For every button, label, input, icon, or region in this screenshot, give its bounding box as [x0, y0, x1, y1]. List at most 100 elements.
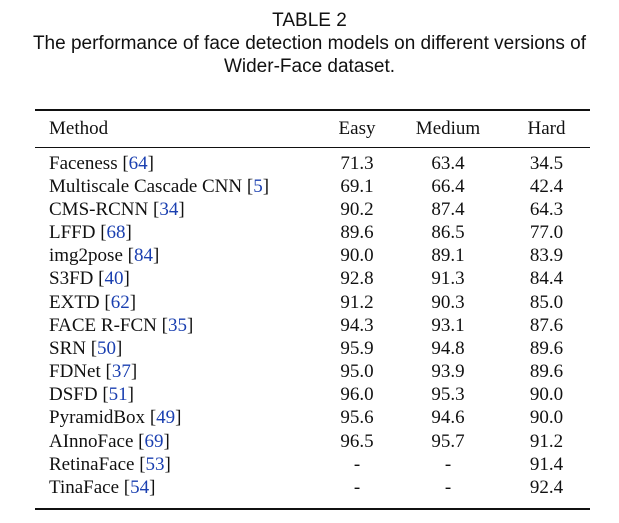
header-easy: Easy [338, 117, 376, 139]
hard-cell: 90.0 [529, 407, 564, 429]
method-name: LFFD [49, 221, 96, 243]
medium-cell: 63.4 [431, 153, 465, 174]
table-row: Multiscale Cascade CNN [5] 69.1 66.4 42.4 [35, 175, 590, 198]
easy-cell: 95.0 [340, 361, 374, 383]
medium-cell: 87.4 [431, 198, 465, 220]
medium-cell: 66.4 [431, 175, 465, 197]
citation-link[interactable]: 49 [156, 407, 176, 429]
table-row: Faceness [64] 71.3 63.4 34.5 [35, 147, 590, 175]
medium-cell: 93.9 [431, 361, 465, 383]
results-table: Method Easy Medium Hard Faceness [64] 71.… [35, 110, 590, 500]
table-row: FACE R-FCN [35] 94.3 93.1 87.6 [35, 314, 590, 337]
medium-cell: 95.3 [431, 384, 465, 406]
method-cell: Faceness [64] [49, 153, 154, 174]
citation-link[interactable]: 64 [128, 153, 148, 174]
table-row: SRN [50] 95.9 94.8 89.6 [35, 337, 590, 360]
citation-link[interactable]: 62 [110, 291, 130, 313]
bottom-rule [35, 508, 590, 510]
hard-cell: 91.4 [529, 453, 564, 475]
header-hard: Hard [527, 117, 566, 139]
method-cell: FACE R-FCN [35] [49, 314, 194, 336]
table-body: Faceness [64] 71.3 63.4 34.5 Multiscale Casc… [35, 147, 590, 500]
method-name: DSFD [49, 384, 98, 406]
table-row: DSFD [51] 96.0 95.3 90.0 [35, 384, 590, 407]
caption-line-2: Wider-Face dataset. [223, 56, 396, 77]
hard-cell: 90.0 [529, 384, 564, 406]
hard-cell: 34.5 [529, 153, 564, 174]
table-caption: TABLE 2 The performance of face detectio… [0, 9, 619, 78]
header-medium: Medium [415, 117, 481, 139]
easy-cell: 96.5 [340, 430, 374, 452]
method-cell: PyramidBox [49] [49, 407, 182, 429]
easy-cell: 95.6 [340, 407, 374, 429]
citation-link[interactable]: 5 [253, 175, 263, 197]
table-row: EXTD [62] 91.2 90.3 85.0 [35, 291, 590, 314]
method-name: SRN [49, 337, 86, 359]
medium-cell: 94.6 [431, 407, 465, 429]
medium-cell: 86.5 [431, 221, 465, 243]
caption-line-1: The performance of face detection models… [32, 33, 587, 54]
method-name: EXTD [49, 291, 100, 313]
method-cell: RetinaFace [53] [49, 453, 171, 475]
citation-link[interactable]: 50 [97, 337, 117, 359]
method-name: FACE R-FCN [49, 314, 157, 336]
method-cell: LFFD [68] [49, 221, 132, 243]
medium-cell: - [444, 453, 452, 475]
citation-link[interactable]: 84 [133, 245, 153, 267]
table-row: FDNet [37] 95.0 93.9 89.6 [35, 361, 590, 384]
table-label: TABLE 2 [272, 10, 347, 31]
medium-cell: 89.1 [431, 245, 465, 267]
method-name: FDNet [49, 361, 101, 383]
table-row: AInnoFace [69] 96.5 95.7 91.2 [35, 430, 590, 453]
hard-cell: 92.4 [529, 477, 564, 499]
method-name: RetinaFace [49, 453, 135, 475]
method-cell: FDNet [37] [49, 361, 138, 383]
easy-cell: 69.1 [340, 175, 374, 197]
hard-cell: 83.9 [529, 245, 564, 267]
hard-cell: 89.6 [529, 337, 564, 359]
easy-cell: 91.2 [340, 291, 374, 313]
citation-link[interactable]: 51 [108, 384, 128, 406]
easy-cell: 71.3 [340, 153, 374, 174]
hard-cell: 85.0 [529, 291, 564, 313]
hard-cell: 42.4 [529, 175, 564, 197]
method-name: Faceness [49, 153, 118, 174]
easy-cell: - [353, 453, 361, 475]
method-name: Multiscale Cascade CNN [49, 175, 243, 197]
citation-link[interactable]: 68 [106, 221, 126, 243]
medium-cell: 94.8 [431, 337, 465, 359]
table-row: LFFD [68] 89.6 86.5 77.0 [35, 221, 590, 244]
top-rule [35, 109, 590, 111]
method-name: PyramidBox [49, 407, 146, 429]
table-row: PyramidBox [49] 95.6 94.6 90.0 [35, 407, 590, 430]
method-cell: CMS-RCNN [34] [49, 198, 185, 220]
citation-link[interactable]: 40 [104, 268, 124, 290]
method-cell: S3FD [40] [49, 268, 130, 290]
citation-link[interactable]: 54 [130, 477, 150, 499]
medium-cell: 90.3 [431, 291, 465, 313]
method-cell: AInnoFace [69] [49, 430, 170, 452]
method-name: CMS-RCNN [49, 198, 149, 220]
hard-cell: 89.6 [529, 361, 564, 383]
citation-link[interactable]: 53 [145, 453, 165, 475]
citation-link[interactable]: 34 [159, 198, 179, 220]
easy-cell: 90.2 [340, 198, 374, 220]
citation-link[interactable]: 37 [111, 361, 131, 383]
easy-cell: 96.0 [340, 384, 374, 406]
table-row: S3FD [40] 92.8 91.3 84.4 [35, 268, 590, 291]
medium-cell: 95.7 [431, 430, 465, 452]
easy-cell: 94.3 [340, 314, 374, 336]
method-name: img2pose [49, 245, 123, 267]
easy-cell: - [353, 477, 361, 499]
hard-cell: 91.2 [529, 430, 564, 452]
hard-cell: 77.0 [529, 221, 564, 243]
citation-link[interactable]: 35 [167, 314, 187, 336]
citation-link[interactable]: 69 [144, 430, 164, 452]
table-row: CMS-RCNN [34] 90.2 87.4 64.3 [35, 198, 590, 221]
medium-cell: - [444, 477, 452, 499]
header-method: Method [49, 117, 109, 139]
hard-cell: 87.6 [529, 314, 564, 336]
method-cell: Multiscale Cascade CNN [5] [49, 175, 270, 197]
easy-cell: 89.6 [340, 221, 374, 243]
table-row: RetinaFace [53] - - 91.4 [35, 453, 590, 476]
